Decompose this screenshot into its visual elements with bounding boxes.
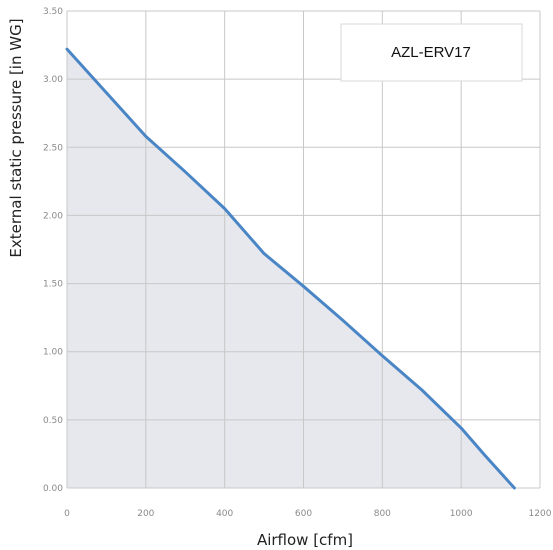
y-tick-label: 0.00 xyxy=(43,484,63,494)
x-tick-label: 600 xyxy=(295,509,312,519)
series-line xyxy=(65,47,516,490)
legend: AZL-ERV17 xyxy=(340,23,523,82)
x-axis-label: Airflow [cfm] xyxy=(257,531,353,549)
legend-entry: AZL-ERV17 xyxy=(391,44,471,61)
x-tick-label: 1000 xyxy=(450,509,473,519)
legend-box xyxy=(340,23,523,82)
y-tick-label: 1.50 xyxy=(43,280,63,290)
y-tick-label: 1.00 xyxy=(43,348,63,358)
x-tick-label: 400 xyxy=(216,509,233,519)
x-tick-label: 800 xyxy=(374,509,391,519)
x-tick-label: 1200 xyxy=(529,509,552,519)
plot-area: 0 200 400 600 800 1000 1200 0.00 0.50 1.00 1.50 2.0… xyxy=(43,7,552,519)
y-tick-label: 3.00 xyxy=(43,75,63,85)
x-tick-label: 200 xyxy=(137,509,154,519)
y-tick-label: 2.50 xyxy=(43,143,63,153)
y-tick-label: 0.50 xyxy=(43,416,63,426)
x-tick-label: 0 xyxy=(64,509,70,519)
series-area-fill xyxy=(67,49,515,488)
y-axis-label: External static pressure [in WG] xyxy=(7,18,25,257)
y-tick-label: 3.50 xyxy=(43,7,63,17)
y-tick-label: 2.00 xyxy=(43,211,63,221)
